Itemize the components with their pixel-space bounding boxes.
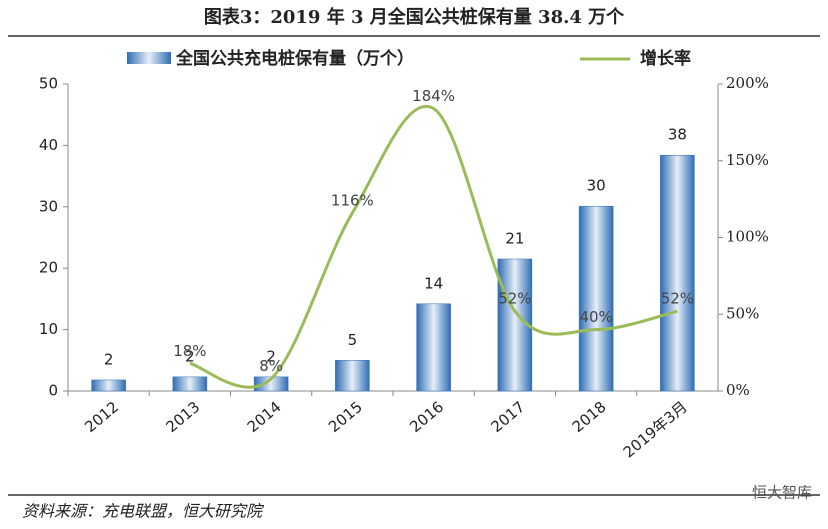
y2-tick-label: 50% [726,304,759,322]
bar-label: 2 [185,347,195,365]
y-tick-label: 30 [39,197,58,215]
bar-label: 38 [668,126,687,144]
y-tick-label: 0 [48,382,58,400]
y2-tick-label: 200% [726,74,769,92]
x-tick-label: 2014 [244,398,285,436]
bar [578,205,614,392]
bar-label: 2 [266,347,276,365]
y-tick-label: 10 [39,320,58,338]
bar [660,154,695,392]
line [189,104,678,389]
y2-tick-label: 100% [726,228,769,246]
bar-label: 30 [587,177,606,195]
y-tick-label: 40 [39,136,58,154]
x-tick-label: 2016 [406,398,447,436]
legend-label: 全国公共充电桩保有量（万个） [175,48,414,69]
x-tick-label: 2015 [325,398,366,436]
bar [172,376,208,392]
line-label: 8% [259,357,283,375]
y2-tick-label: 150% [726,151,769,169]
x-tick-label: 2019年3月 [620,398,691,462]
x-tick-label: 2013 [163,398,204,436]
bar [91,379,126,392]
bar-label: 2 [104,350,114,368]
line-label: 52% [661,290,694,308]
x-tick-label: 2018 [569,398,610,436]
bar-label: 14 [424,274,443,292]
y-tick-label: 20 [39,259,58,277]
bar-label: 5 [348,331,358,349]
line-label: 116% [331,191,374,209]
watermark: 恒大智库 [752,484,812,502]
line-label: 40% [579,308,612,326]
y-tick-label: 50 [39,75,58,93]
bar [335,360,370,392]
line-label: 18% [173,342,206,360]
bar-label: 21 [505,229,524,247]
source: 资料来源：充电联盟，恒大研究院 [22,502,265,521]
bar [416,303,451,392]
line-label: 52% [498,290,531,308]
legend-label: 增长率 [640,48,691,69]
legend-swatch [127,52,171,64]
line-label: 184% [412,87,455,105]
chart-title: 图表3：2019 年 3 月全国公共桩保有量 38.4 万个 [204,6,625,28]
y2-tick-label: 0% [726,381,750,399]
x-tick-label: 2012 [81,398,122,436]
x-tick-label: 2017 [488,398,529,436]
